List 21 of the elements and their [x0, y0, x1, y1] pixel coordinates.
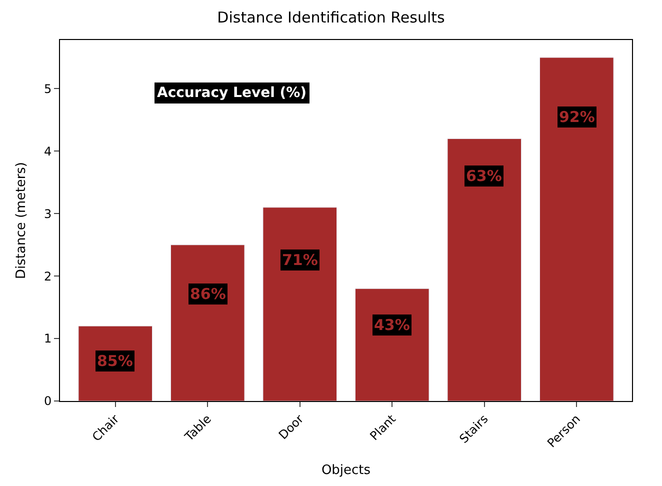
annotation: 86%: [190, 285, 226, 303]
annotation: 63%: [466, 167, 502, 185]
annotation: 85%: [97, 352, 133, 370]
annotation: Accuracy Level (%): [157, 85, 307, 101]
y-tick-label: 0: [44, 394, 52, 408]
bar: [262, 207, 338, 401]
annotation: 92%: [559, 108, 595, 126]
bar: [447, 138, 522, 401]
y-axis-title: Distance (meters): [14, 162, 29, 279]
bar: [539, 57, 614, 401]
bar: [170, 244, 245, 401]
y-tick-label: 4: [44, 144, 52, 158]
y-tick-label: 3: [44, 206, 52, 221]
annotation: 71%: [282, 251, 318, 269]
y-tick-label: 2: [44, 269, 52, 284]
annotation: 43%: [374, 316, 410, 334]
y-tick-label: 1: [44, 332, 52, 346]
chart-title: Distance Identification Results: [217, 8, 445, 27]
bar: [354, 288, 430, 401]
y-tick-label: 5: [44, 82, 52, 96]
x-axis-title: Objects: [321, 462, 371, 478]
